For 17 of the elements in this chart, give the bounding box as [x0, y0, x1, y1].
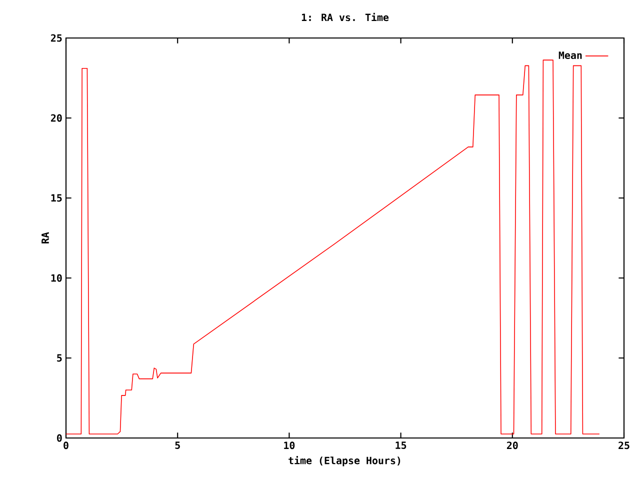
x-tick-label: 10 — [284, 442, 295, 450]
legend-label: Mean — [558, 52, 582, 59]
x-axis-title: time (Elapse Hours) — [288, 456, 400, 466]
y-tick-label: 15 — [51, 194, 62, 202]
x-tick-label: 0 — [64, 442, 68, 450]
y-axis-title: RA — [42, 232, 49, 244]
x-tick-label: 5 — [175, 442, 180, 449]
x-tick-label: 25 — [618, 442, 630, 450]
y-tick-label: 0 — [57, 434, 62, 442]
y-tick-label: 20 — [50, 114, 62, 122]
chart-title: 1: RA vs. Time — [302, 12, 389, 22]
y-tick-label: 10 — [51, 274, 62, 282]
x-tick-label: 20 — [506, 442, 518, 450]
y-tick-label: 25 — [50, 34, 62, 42]
line-series — [66, 60, 600, 434]
y-tick-label: 5 — [57, 354, 62, 362]
x-tick-label: 15 — [396, 442, 406, 449]
